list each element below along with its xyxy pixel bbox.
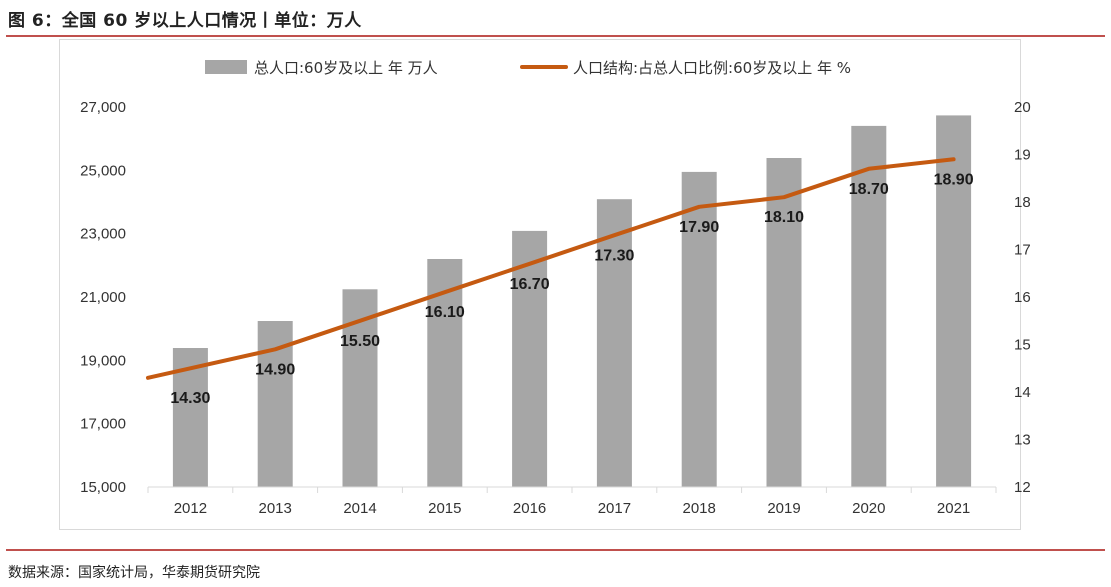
y-right-tick-label: 19 — [1014, 147, 1031, 164]
y-right-tick-label: 16 — [1014, 289, 1031, 306]
y-right-tick-label: 18 — [1014, 194, 1031, 211]
x-tick-label-2020: 2020 — [852, 500, 885, 517]
x-tick-label-2014: 2014 — [343, 500, 376, 517]
line-data-label-2018: 17.90 — [679, 219, 719, 236]
bar-2019 — [766, 158, 802, 487]
line-data-label-2015: 16.10 — [425, 304, 465, 321]
line-data-label-2017: 17.30 — [594, 247, 634, 264]
bottom-rule — [6, 549, 1105, 551]
y-left-tick-label: 17,000 — [80, 416, 126, 433]
x-tick-label-2012: 2012 — [174, 500, 207, 517]
bar-2017 — [596, 199, 632, 487]
figure-title: 图 6：全国 60 岁以上人口情况丨单位：万人 — [8, 11, 362, 31]
ratio-line — [146, 157, 956, 380]
y-left-tick-label: 23,000 — [80, 226, 126, 243]
y-left-tick-label: 15,000 — [80, 479, 126, 496]
y-left-tick-label: 21,000 — [80, 289, 126, 306]
y-right-tick-label: 17 — [1014, 242, 1031, 259]
y-left-tick-label: 25,000 — [80, 162, 126, 179]
bar-2016 — [512, 230, 548, 487]
y-left-tick-label: 19,000 — [80, 352, 126, 369]
bar-2021 — [936, 115, 972, 488]
top-rule — [6, 35, 1105, 37]
y-right-tick-label: 15 — [1014, 337, 1031, 354]
x-tick-label-2016: 2016 — [513, 500, 546, 517]
y-left-tick-label: 27,000 — [80, 99, 126, 116]
y-right-tick-label: 13 — [1014, 432, 1031, 449]
line-data-label-2012: 14.30 — [170, 390, 210, 407]
x-tick-label-2017: 2017 — [598, 500, 631, 517]
line-data-label-2016: 16.70 — [510, 276, 550, 293]
bar-2018 — [681, 171, 717, 487]
x-tick-label-2019: 2019 — [767, 500, 800, 517]
line-data-label-2014: 15.50 — [340, 333, 380, 350]
legend-line-label: 人口结构:占总人口比例:60岁及以上 年 % — [573, 59, 851, 77]
legend-bar-label: 总人口:60岁及以上 年 万人 — [254, 59, 438, 77]
line-data-label-2020: 18.70 — [849, 181, 889, 198]
y-right-tick-label: 12 — [1014, 479, 1031, 496]
x-tick-label-2021: 2021 — [937, 500, 970, 517]
x-tick-label-2015: 2015 — [428, 500, 461, 517]
x-tick-label-2013: 2013 — [259, 500, 292, 517]
line-data-label-2013: 14.90 — [255, 361, 295, 378]
line-data-label-2019: 18.10 — [764, 209, 804, 226]
line-data-label-2021: 18.90 — [934, 171, 974, 188]
y-right-tick-label: 20 — [1014, 99, 1031, 116]
x-tick-label-2018: 2018 — [683, 500, 716, 517]
source-note: 数据来源：国家统计局，华泰期货研究院 — [8, 565, 260, 581]
bar-2020 — [851, 125, 887, 488]
legend-bar-swatch — [205, 60, 247, 74]
y-right-tick-label: 14 — [1014, 384, 1031, 401]
